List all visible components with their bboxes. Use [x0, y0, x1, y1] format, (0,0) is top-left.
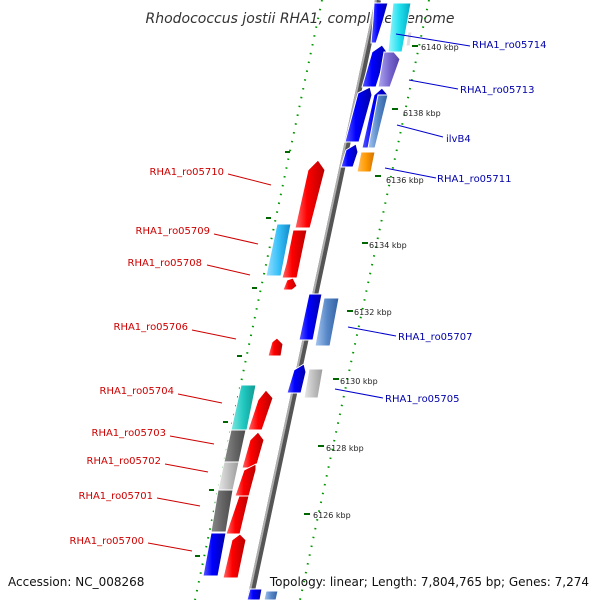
gene-arrow-rev[interactable] [202, 532, 227, 577]
gene-arrow-fwd [405, 31, 413, 47]
tick-label: 6132 kbp [354, 308, 392, 317]
gene-arrow-fwd[interactable] [263, 590, 279, 600]
gene-label-rev[interactable]: RHA1_ro05701 [79, 491, 154, 502]
gene-arrow-rev[interactable] [265, 223, 292, 277]
gene-label-rev[interactable]: RHA1_ro05710 [150, 167, 225, 178]
gene-arrow-rev[interactable] [230, 384, 257, 431]
tick-label: 6126 kbp [313, 511, 351, 520]
gene-arrow-rev[interactable] [267, 337, 284, 357]
gene-arrow-rev[interactable] [223, 429, 247, 463]
gene-label-rev[interactable]: RHA1_ro05700 [70, 536, 145, 547]
gene-arrow-fwd[interactable] [367, 94, 389, 149]
forward-tick-marks [304, 45, 418, 515]
gene-arrow-fwd[interactable] [370, 2, 389, 44]
tick-label: 6140 kbp [421, 43, 459, 52]
gene-arrow-rev[interactable] [210, 489, 234, 533]
gene-label-rev[interactable]: RHA1_ro05703 [92, 428, 167, 439]
tick-label: 6130 kbp [340, 377, 378, 386]
gene-arrow-fwd[interactable] [387, 2, 412, 53]
tick-label: 6134 kbp [369, 241, 407, 250]
accession-text: Accession: NC_008268 [8, 575, 144, 589]
gene-arrow-rev[interactable] [222, 533, 247, 579]
gene-label-rev[interactable]: RHA1_ro05702 [87, 456, 162, 467]
gene-label-fwd[interactable]: RHA1_ro05705 [385, 394, 460, 405]
tick-label: 6138 kbp [403, 109, 441, 118]
gene-label-rev[interactable]: RHA1_ro05709 [136, 226, 211, 237]
gene-arrow-rev[interactable] [282, 277, 298, 291]
genome-summary-text: Topology: linear; Length: 7,804,765 bp; … [269, 575, 589, 589]
reverse-leader-lines [147, 173, 272, 552]
reverse-gene-arrows [202, 159, 326, 579]
gene-arrow-fwd[interactable] [340, 143, 359, 168]
gene-label-fwd[interactable]: RHA1_ro05713 [460, 85, 535, 96]
gene-label-fwd[interactable]: RHA1_ro05714 [472, 40, 547, 51]
reverse-gene-labels: RHA1_ro05710 RHA1_ro05709 RHA1_ro05708 R… [70, 167, 225, 547]
gene-arrow-fwd[interactable] [303, 368, 324, 399]
reverse-track-dotted [194, 0, 323, 600]
scale-labels: 6126 kbp 6128 kbp 6130 kbp 6132 kbp 6134… [313, 43, 459, 520]
gene-label-fwd[interactable]: RHA1_ro05707 [398, 332, 473, 343]
gene-label-rev[interactable]: RHA1_ro05708 [128, 258, 203, 269]
tick-label: 6136 kbp [386, 176, 424, 185]
gene-arrow-rev[interactable] [294, 159, 326, 229]
forward-track-dotted [299, 0, 430, 600]
gene-arrow-fwd[interactable] [246, 588, 263, 600]
gene-arrow-rev[interactable] [247, 389, 274, 431]
gene-arrow-fwd[interactable] [286, 363, 307, 394]
forward-gene-labels: RHA1_ro05714 RHA1_ro05713 ilvB4 RHA1_ro0… [385, 40, 547, 405]
forward-leader-lines [334, 33, 471, 399]
tick-label: 6128 kbp [326, 444, 364, 453]
gene-arrow-fwd[interactable] [314, 297, 340, 347]
gene-label-rev[interactable]: RHA1_ro05706 [114, 322, 189, 333]
gene-arrow-rev[interactable] [281, 229, 308, 279]
gene-arrow-fwd[interactable] [298, 293, 323, 341]
reverse-tick-marks [195, 151, 290, 557]
gene-arrow-fwd[interactable] [356, 151, 376, 173]
gene-arrow-rev[interactable] [241, 431, 265, 469]
gene-arrow-rev[interactable] [217, 461, 240, 491]
gene-arrow-fwd[interactable] [344, 86, 373, 143]
gene-label-rev[interactable]: RHA1_ro05704 [100, 386, 175, 397]
gene-label-fwd[interactable]: RHA1_ro05711 [437, 174, 512, 185]
gene-arrow-fwd[interactable] [377, 51, 401, 88]
forward-gene-arrows [246, 2, 413, 600]
gene-arrow-rev[interactable] [234, 463, 257, 497]
gene-label-fwd[interactable]: ilvB4 [446, 134, 471, 145]
